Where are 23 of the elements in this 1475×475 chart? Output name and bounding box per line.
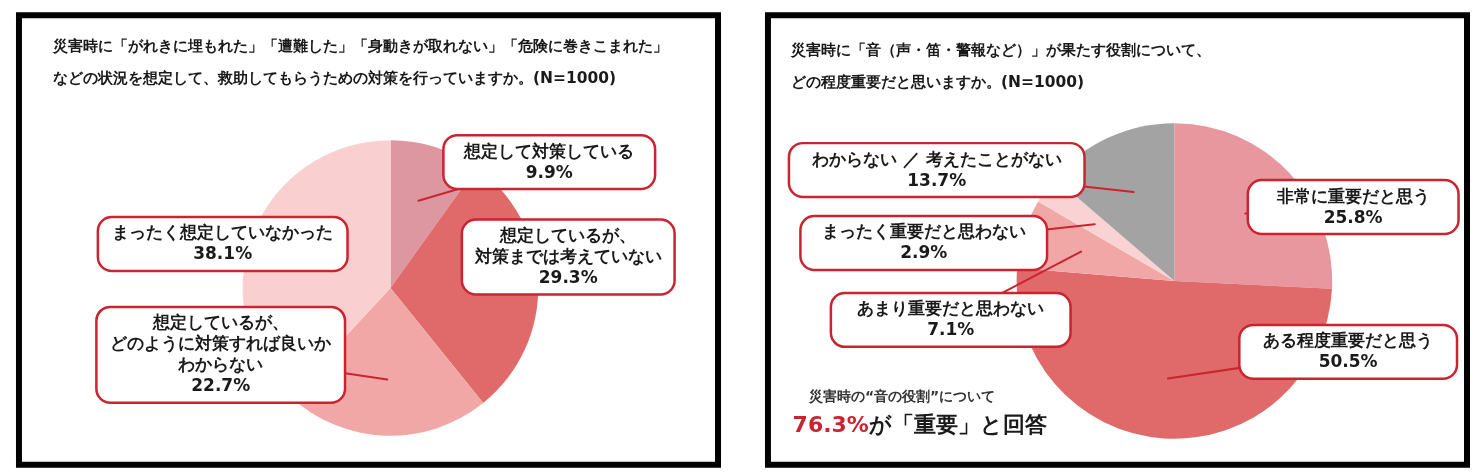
text: 災害時の“音の役割”について <box>807 387 996 404</box>
data-label: 38.1% <box>193 243 253 264</box>
data-label: 22.7% <box>191 375 251 396</box>
slice-label: まったく想定していなかった <box>112 222 334 243</box>
data-label: 13.7% <box>907 169 967 190</box>
data-label: 9.9% <box>525 161 573 182</box>
slice-label: 想定して対策している <box>463 140 635 161</box>
slice-label: 想定しているが、対策までは考えていない <box>473 224 662 266</box>
chart-title: 災害時に「音（声・笛・警報など）」が果たす役割について、どの程度重要だと思いますか。(N=1000) <box>789 41 1211 92</box>
data-label: 29.3% <box>538 266 598 287</box>
data-label: 25.8% <box>1323 206 1383 227</box>
data-label: 2.9% <box>900 242 948 263</box>
chart-title: 災害時に「がれきに埋もれた」「遭難した」「身動きが取れない」「危険に巻きこまれた」などの状況を想定して、救助してもらうための対策を行っていますか。(N=1000) <box>51 37 668 88</box>
slice-label: まったく重要だと思わない <box>821 221 1026 242</box>
slice-label: 非常に重要だと思う <box>1275 185 1430 206</box>
slice-label: あまり重要だと思わない <box>857 298 1045 319</box>
text: 76.3% <box>792 411 869 437</box>
slice-label: 想定しているが、どのように対策すれば良いかわからない <box>110 312 333 375</box>
data-label: 50.5% <box>1318 351 1378 372</box>
text: が「重要」と回答 <box>867 411 1047 437</box>
slice-label: わからない ／ 考えたことがない <box>810 148 1062 169</box>
data-label: 7.1% <box>927 319 975 340</box>
slice-label: ある程度重要だと思う <box>1263 330 1434 351</box>
